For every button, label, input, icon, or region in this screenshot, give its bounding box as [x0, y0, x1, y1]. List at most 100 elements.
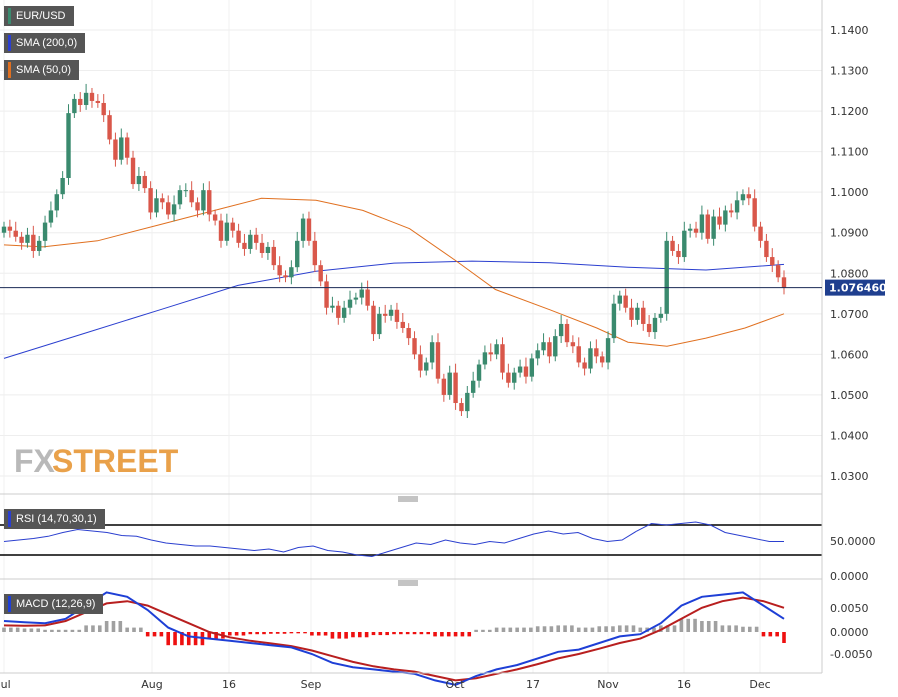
candle-body: [230, 222, 235, 231]
candle-body: [371, 305, 376, 335]
macd-histogram-bar: [706, 621, 711, 632]
candle-body: [312, 240, 318, 266]
macd-histogram-bar: [754, 626, 759, 632]
candle-body: [582, 362, 587, 369]
legend-sma200[interactable]: SMA (200,0): [4, 33, 86, 53]
macd-histogram-bar: [193, 632, 198, 646]
macd-histogram-bar: [70, 629, 75, 632]
macd-histogram-bar: [22, 628, 27, 632]
legend-macd[interactable]: MACD (12,26,9): [4, 594, 104, 614]
macd-histogram-bar: [56, 629, 61, 632]
candle-body: [506, 372, 511, 383]
macd-histogram-bar: [665, 625, 670, 632]
macd-histogram-bar: [768, 632, 773, 637]
price-tick-label: 1.0800: [830, 267, 869, 280]
candle-body: [277, 265, 282, 276]
candle-body: [295, 240, 300, 268]
macd-histogram-bar: [631, 625, 636, 632]
macd-histogram-bar: [111, 621, 116, 632]
macd-histogram-bar: [330, 632, 335, 639]
time-tick-label: Oct: [445, 678, 465, 691]
macd-histogram-bar: [50, 629, 54, 632]
candle-body: [224, 222, 230, 241]
price-tick-label: 1.0500: [830, 389, 869, 402]
candle-body: [60, 177, 65, 195]
macd-histogram-bar: [9, 627, 13, 632]
candle-body: [500, 344, 505, 373]
candle-body: [383, 313, 388, 316]
macd-histogram-bar: [638, 627, 643, 632]
macd-histogram-bar: [747, 626, 752, 632]
rsi-tick-label: 0.0000: [830, 570, 869, 583]
candle-body: [306, 218, 312, 241]
candle-body: [359, 289, 364, 298]
candle-body: [207, 190, 212, 215]
macd-histogram-bar: [180, 632, 184, 646]
candle-body: [740, 194, 746, 201]
macd-histogram-bar: [652, 627, 656, 632]
price-tick-label: 1.0600: [830, 348, 869, 361]
macd-histogram-bar: [563, 625, 567, 632]
candle-body: [623, 295, 628, 308]
candle-body: [160, 198, 165, 203]
legend-sma50[interactable]: SMA (50,0): [4, 60, 80, 80]
macd-histogram-bar: [487, 629, 492, 632]
candle-body: [212, 214, 218, 221]
candle-body: [729, 210, 734, 213]
candle-body: [723, 210, 728, 225]
candle-body: [83, 92, 89, 106]
candle-body: [318, 265, 323, 282]
legend-macd-label: MACD (12,26,9): [16, 598, 96, 610]
legend-symbol[interactable]: EUR/USD: [4, 6, 74, 26]
macd-histogram-bar: [77, 629, 82, 632]
candle-body: [218, 220, 224, 241]
macd-histogram-bar: [97, 625, 102, 632]
candle-body: [764, 240, 769, 258]
candle-body: [324, 281, 329, 308]
candle-body: [605, 338, 611, 363]
macd-histogram-bar: [344, 632, 348, 639]
candle-body: [171, 204, 177, 215]
candle-body: [705, 214, 710, 239]
macd-histogram-bar: [597, 626, 602, 632]
candle-body: [388, 309, 394, 316]
candle-body: [570, 342, 576, 347]
macd-histogram-bar: [474, 629, 478, 632]
macd-histogram-bar: [481, 629, 485, 632]
macd-histogram-bar: [570, 625, 574, 632]
candle-body: [353, 297, 359, 300]
macd-histogram-bar: [214, 632, 218, 639]
legend-rsi[interactable]: RSI (14,70,30,1): [4, 509, 105, 529]
candle-body: [429, 342, 435, 363]
candle-body: [136, 175, 142, 185]
macd-histogram-bar: [241, 632, 246, 636]
candle-body: [183, 190, 189, 192]
candle-body: [148, 188, 153, 213]
candle-body: [576, 346, 581, 363]
macd-histogram-bar: [118, 621, 123, 632]
candle-body: [617, 295, 622, 304]
macd-histogram-bar: [700, 621, 704, 632]
macd-histogram-bar: [460, 632, 465, 637]
candle-body: [95, 100, 101, 103]
candle-body: [693, 228, 699, 233]
rsi-line: [3, 521, 784, 558]
candle-body: [658, 313, 664, 318]
macd-histogram-bar: [590, 627, 595, 632]
candle-body: [341, 307, 347, 318]
macd-histogram-bar: [207, 632, 212, 639]
candle-body: [300, 218, 306, 241]
candle-body: [529, 358, 535, 377]
candle-body: [424, 362, 429, 371]
price-tick-label: 1.1100: [830, 146, 869, 159]
macd-histogram-bar: [672, 625, 677, 632]
candle-body: [119, 137, 124, 160]
macd-histogram-bar: [310, 632, 314, 636]
candle-body: [130, 157, 136, 185]
candle-body: [54, 194, 59, 211]
last-price-tag: [825, 279, 885, 296]
watermark-fx: FX: [14, 443, 56, 479]
macd-histogram-bar: [364, 632, 369, 638]
macd-tick-label: 0.0050: [830, 602, 869, 615]
price-tick-label: 1.1200: [830, 105, 869, 118]
